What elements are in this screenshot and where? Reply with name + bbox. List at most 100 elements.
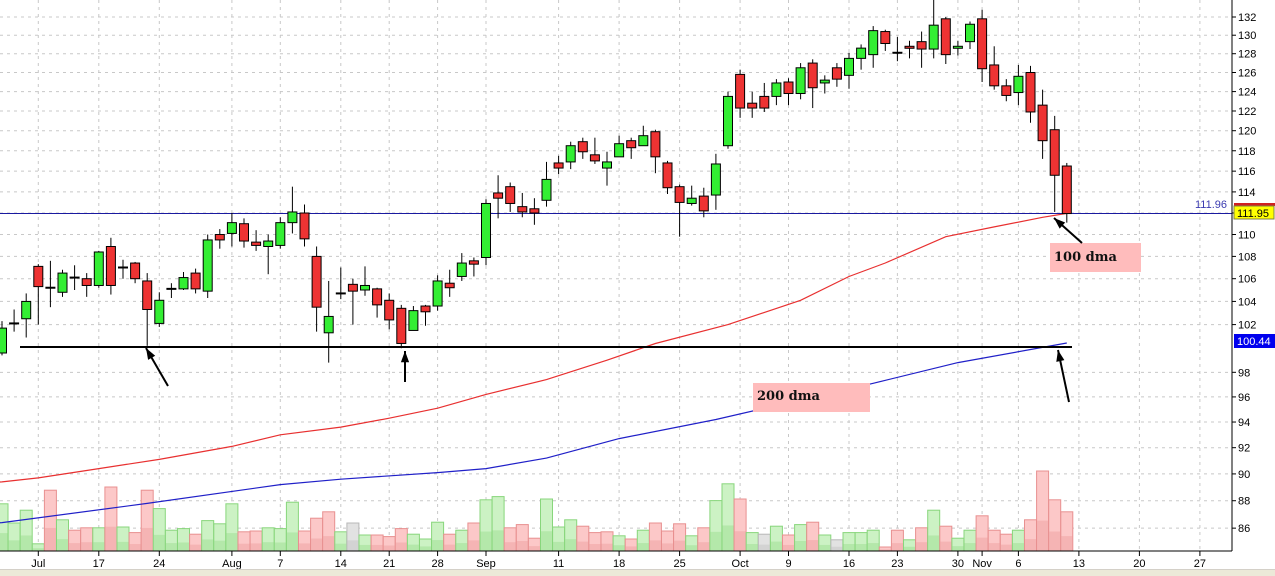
- candle-body: [130, 262, 141, 280]
- candle-body: [698, 195, 709, 212]
- y-tick-label: 122: [1238, 106, 1256, 118]
- arrows: [145, 217, 1083, 403]
- candle-body: [759, 95, 770, 109]
- candle-body: [565, 145, 576, 163]
- x-tick-label: 6: [1015, 558, 1021, 570]
- volume-bar-inner: [274, 542, 286, 551]
- candle-body: [142, 280, 153, 310]
- volume-bar-inner: [601, 543, 613, 551]
- volume-bar-inner: [831, 546, 843, 551]
- volume-bar-inner: [226, 533, 238, 551]
- x-tick-label: 20: [1133, 558, 1145, 570]
- candle-body: [831, 67, 842, 80]
- candle-body: [710, 163, 721, 196]
- volume-bar-inner: [468, 540, 480, 551]
- candle-body: [626, 140, 637, 149]
- x-tick-label: Oct: [732, 558, 749, 570]
- volume-bar-inner: [783, 544, 794, 551]
- y-axis-ticks: 132 130 128 126 124 122 120 118 116 114 110 108 106 1…: [1232, 12, 1256, 535]
- volume-bar-inner: [686, 545, 698, 551]
- candle-body: [384, 299, 395, 321]
- candle-body: [1025, 71, 1036, 113]
- y-tick-label: 90: [1238, 469, 1250, 481]
- x-tick-label: 9: [785, 558, 791, 570]
- x-tick-label: 16: [843, 558, 855, 570]
- volume-bar-inner: [323, 536, 335, 551]
- volume-bar-inner: [940, 541, 952, 551]
- x-tick-label: Sep: [476, 558, 496, 570]
- last-price-box: [1233, 205, 1275, 220]
- volume-bar-inner: [746, 544, 758, 551]
- ma200-annotation-label: 200 dma: [757, 389, 821, 404]
- volume-bar-inner: [335, 543, 347, 551]
- volume-bar-inner: [311, 538, 323, 551]
- ma200-value-box: [1234, 334, 1275, 348]
- candle-body: [493, 192, 504, 199]
- volume-bar-inner: [141, 527, 153, 551]
- y-tick-label: 110: [1238, 230, 1256, 242]
- volume-bar-inner: [1037, 520, 1049, 551]
- candle-body: [686, 197, 697, 204]
- candle-body: [807, 62, 818, 89]
- x-tick-label: 27: [1194, 558, 1206, 570]
- x-tick-label: 7: [277, 558, 283, 570]
- candle-body: [190, 272, 201, 290]
- volume-bar-inner: [69, 543, 81, 551]
- x-tick-label: Nov: [972, 558, 992, 570]
- candle-body: [868, 30, 879, 56]
- ma100-line: [0, 212, 1067, 483]
- volume-bar-inner: [420, 546, 431, 551]
- moving-averages: [0, 212, 1067, 524]
- candle-body: [311, 255, 322, 308]
- y-tick-label: 98: [1238, 367, 1250, 379]
- volume-bar-inner: [1000, 544, 1012, 551]
- candle-body: [347, 283, 358, 292]
- candle-body: [396, 307, 407, 344]
- candle-body: [263, 240, 274, 247]
- volume-bar-inner: [710, 531, 722, 551]
- volume-bar-inner: [613, 545, 625, 551]
- candle-body: [589, 154, 600, 162]
- volume-bar-inner: [722, 525, 734, 551]
- x-tick-label: 23: [891, 558, 903, 570]
- candle-body: [965, 23, 975, 43]
- x-tick-label: 18: [613, 558, 625, 570]
- candle-body: [1013, 75, 1024, 94]
- ma100-annotation-box: [1050, 243, 1141, 272]
- y-tick-label: 106: [1238, 274, 1256, 286]
- candle-body: [880, 31, 891, 45]
- volume-bar-inner: [395, 542, 407, 551]
- volume-bar-inner: [1012, 543, 1024, 551]
- volume-bar-inner: [928, 535, 940, 551]
- volume-bar-inner: [964, 543, 976, 551]
- y-tick-label: 102: [1238, 320, 1256, 332]
- candle-body: [928, 24, 939, 50]
- x-tick-label: 14: [335, 558, 347, 570]
- candle-body: [105, 245, 116, 286]
- x-tick-label: 25: [673, 558, 685, 570]
- volume-bar-inner: [492, 530, 504, 551]
- volume-bar-inner: [758, 544, 770, 551]
- volume-bar-inner: [504, 542, 516, 551]
- candle-body: [481, 202, 491, 259]
- volume-bar-inner: [371, 544, 383, 551]
- volume-bar-inner: [879, 549, 891, 551]
- last-price-label: 111.95: [1237, 208, 1269, 220]
- candle-body: [662, 162, 673, 189]
- candle-body: [239, 223, 249, 242]
- volume-bar-inner: [637, 543, 649, 551]
- x-tick-label: 30: [952, 558, 964, 570]
- y-tick-label: 116: [1238, 166, 1256, 178]
- volume-bar-inner: [359, 544, 371, 551]
- candle-body: [287, 211, 298, 224]
- ma200-annotation-box: [753, 383, 870, 412]
- candle-body: [638, 135, 649, 147]
- volume-bar-inner: [976, 537, 988, 551]
- volume-bar-inner: [516, 540, 528, 551]
- volume-bar-inner: [0, 533, 8, 551]
- volume-bar-inner: [795, 540, 807, 551]
- volume-bar-inner: [734, 531, 746, 551]
- volume-bar-inner: [674, 540, 686, 551]
- volume-bar-inner: [528, 546, 540, 551]
- volume-bar-inner: [190, 544, 202, 551]
